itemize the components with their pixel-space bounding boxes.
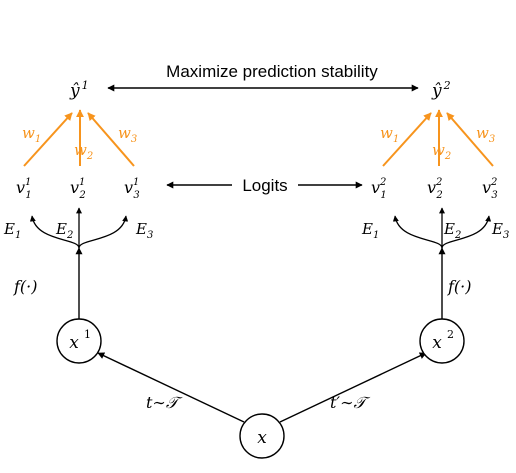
input-node-label: x [257, 428, 267, 448]
right-weight-1: w1 [380, 124, 399, 145]
left-logit-3: v1 3 [124, 177, 140, 201]
right-view-label: x [432, 333, 442, 353]
input-node: x [239, 413, 285, 459]
left-view-node: x 1 [56, 318, 102, 364]
left-weight-3: w3 [118, 124, 137, 145]
svg-text:x: x [432, 333, 442, 353]
stability-label: Maximize prediction stability [166, 62, 378, 81]
right-weight-3: w3 [476, 124, 495, 145]
right-expert-1-label: E1 [361, 220, 379, 241]
left-weight-1: w1 [22, 124, 41, 145]
left-weight-arrows [23, 109, 135, 167]
right-augmentation-arrow [279, 352, 427, 423]
right-view-node: x 2 [419, 318, 465, 364]
left-logit-1: v1 1 [16, 177, 32, 201]
logits-label: Logits [242, 176, 287, 195]
right-expert-2-label: E2 [443, 220, 461, 241]
right-expert-3-label: E3 [491, 220, 509, 241]
left-view-label: x [69, 333, 79, 353]
right-expert-routing [392, 207, 492, 249]
left-expert-routing [29, 207, 129, 249]
right-logit-3: v2 3 [482, 177, 498, 201]
left-expert-1-label: E1 [3, 220, 21, 241]
right-transform-label: t′∼𝒯 [330, 393, 370, 412]
left-transform-label: t∼𝒯 [146, 393, 183, 412]
left-logit-2: v1 2 [70, 177, 86, 201]
left-encoder-label: f(·) [13, 277, 38, 296]
right-logit-2: v2 2 [427, 177, 443, 201]
left-expert-3-label: E3 [135, 220, 153, 241]
right-weight-arrows [382, 109, 494, 167]
svg-text:x: x [69, 333, 79, 353]
right-view-superscript: 2 [447, 328, 454, 341]
left-expert-2-label: E2 [55, 220, 73, 241]
right-weight-2: w2 [432, 141, 451, 162]
left-view-superscript: 1 [84, 328, 91, 341]
right-encoder-label: f(·) [447, 277, 472, 296]
stability-label-backdrop [138, 60, 406, 82]
left-weight-2: w2 [74, 141, 93, 162]
left-augmentation-arrow [97, 352, 245, 423]
right-logit-1: v2 1 [371, 177, 387, 201]
